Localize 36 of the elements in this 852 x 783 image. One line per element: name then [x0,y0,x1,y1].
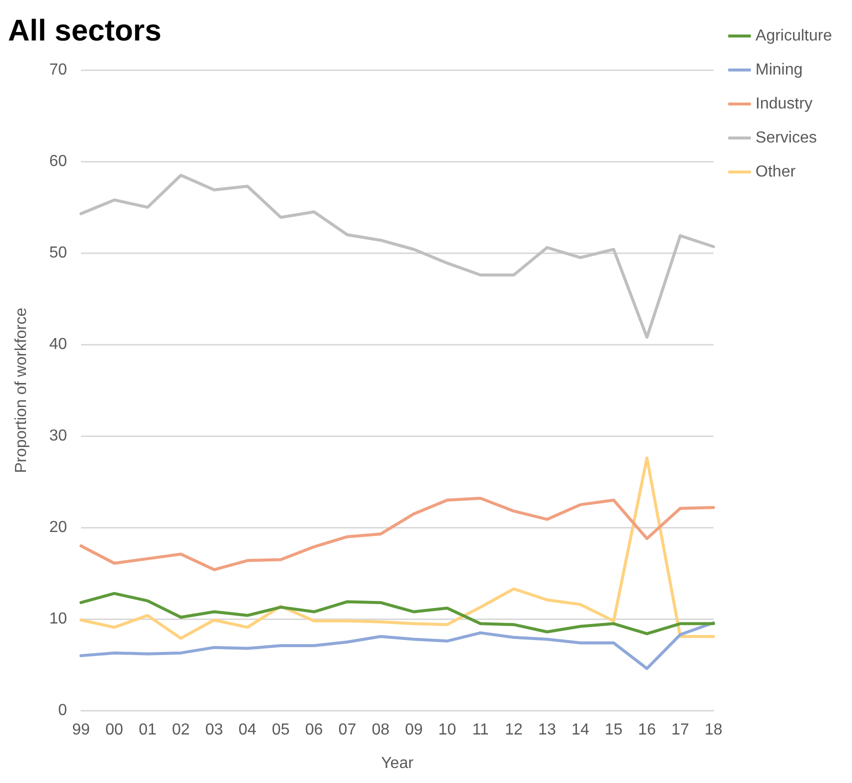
y-tick-label: 30 [49,427,68,444]
x-tick-label: 05 [272,722,290,739]
legend-label: Services [756,129,817,146]
y-tick-label: 60 [49,152,68,170]
x-tick-label: 10 [438,722,456,739]
x-tick-label: 13 [538,722,556,739]
legend-label: Other [756,163,796,180]
x-tick-label: 11 [472,722,489,739]
x-axis-title: Year [381,754,414,772]
x-tick-label: 08 [372,722,390,739]
x-tick-label: 12 [504,722,523,739]
x-tick-label: 14 [571,722,590,739]
x-tick-label: 07 [338,722,356,739]
x-tick-label: 06 [305,722,324,739]
x-tick-label: 02 [172,722,190,739]
y-tick-label: 50 [49,244,68,262]
y-tick-label: 70 [49,61,68,78]
y-tick-label: 10 [49,610,68,628]
x-tick-label: 18 [704,722,723,739]
x-tick-label: 99 [72,722,90,739]
chart-title: All sectors [8,14,162,48]
legend-label: Agriculture [756,27,832,44]
legend-label: Industry [756,95,812,112]
x-tick-label: 09 [405,722,423,739]
x-tick-label: 15 [604,722,623,739]
x-tick-label: 01 [138,722,157,739]
x-tick-label: 04 [238,722,256,739]
x-tick-label: 00 [105,722,124,739]
y-tick-label: 40 [49,336,68,353]
y-tick-label: 0 [58,702,68,720]
legend-label: Mining [756,61,803,78]
x-tick-label: 16 [638,722,656,739]
y-axis-title: Proportion of workforce [13,307,30,474]
y-tick-label: 20 [49,518,68,536]
x-tick-label: 17 [671,722,690,739]
x-tick-label: 03 [205,722,224,739]
